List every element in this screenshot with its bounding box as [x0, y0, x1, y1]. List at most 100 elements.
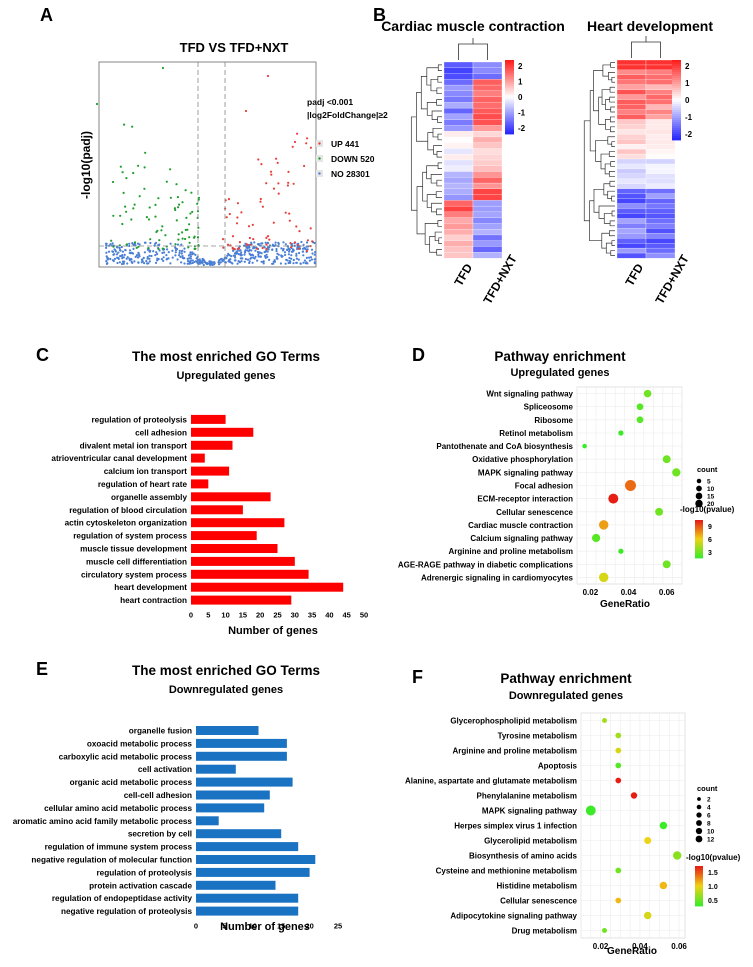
volcano-point-ns [248, 246, 251, 249]
colorbar-segment [505, 72, 514, 76]
pvalue-colorbar-segment [695, 879, 703, 882]
colorbar-segment [505, 84, 514, 87]
volcano-point-ns [290, 250, 294, 253]
pathway-label: Cellular senescence [500, 897, 577, 906]
volcano-point-down [137, 164, 140, 167]
row-dendrogram-branch [595, 140, 608, 162]
volcano-point-ns [178, 251, 181, 254]
count-legend-dot [695, 835, 703, 843]
heatmap-cell [472, 154, 503, 161]
pvalue-colorbar-tick: 9 [708, 524, 712, 531]
volcano-point-ns [290, 254, 293, 257]
row-dendrogram-branch [422, 171, 428, 202]
volcano-point-ns [305, 256, 308, 259]
volcano-criteria-padj: padj <0.001 [307, 97, 353, 107]
heatmap-cell [472, 136, 503, 144]
volcano-point-up [272, 221, 275, 224]
volcano-point-ns [257, 242, 260, 246]
volcano-point-up [247, 225, 251, 228]
volcano-point-ns [211, 263, 214, 266]
row-dendrogram-branch [437, 220, 442, 227]
pvalue-colorbar-segment [695, 886, 703, 888]
volcano-point-ns [254, 249, 257, 252]
volcano-point-ns [145, 260, 148, 263]
volcano-point-ns [123, 253, 126, 256]
heatmap-cell [472, 131, 503, 138]
row-dendrogram-branch [416, 186, 426, 235]
volcano-point-ns [295, 261, 298, 264]
bar-category-label: cell adhesion [135, 428, 187, 437]
volcano-point-ns [277, 241, 280, 244]
row-dendrogram-branch [611, 210, 615, 217]
heatmap-cell [645, 143, 676, 150]
pvalue-colorbar-segment [695, 527, 703, 530]
heatmap-cell [616, 247, 647, 254]
volcano-point-ns [124, 248, 127, 252]
volcano-point-down [169, 168, 172, 171]
heatmap-cell [616, 198, 647, 205]
volcano-point-up [240, 211, 243, 214]
volcano-point-ns [188, 257, 191, 260]
colorbar-segment [505, 106, 514, 109]
pathway-label: MAPK signaling pathway [482, 807, 578, 816]
heatmap-cell [472, 107, 503, 115]
volcano-point-outlier [293, 140, 297, 144]
heatmap-cell [616, 79, 647, 86]
bar [191, 479, 209, 489]
x-tick-label: 25 [334, 922, 342, 931]
colorbar-segment [672, 110, 681, 113]
bar-category-label: divalent metal ion transport [80, 441, 188, 450]
colorbar-segment [672, 98, 681, 101]
volcano-point-ns [308, 259, 311, 262]
volcano-point-ns [243, 260, 246, 263]
bar-category-label: muscle cell differentiation [86, 557, 187, 566]
volcano-point-down [169, 196, 172, 199]
pvalue-colorbar-segment [695, 532, 703, 535]
pvalue-colorbar-segment [695, 539, 703, 541]
bar-category-label: regulation of endopeptidase activity [52, 894, 193, 903]
pvalue-colorbar-segment [695, 556, 703, 559]
pvalue-colorbar-segment [695, 535, 703, 537]
volcano-point-ns [178, 249, 181, 252]
volcano-point-down [196, 236, 200, 239]
panel-f-letter: F [412, 667, 423, 687]
pathway-label: Calcium signaling pathway [470, 534, 573, 543]
volcano-point-ns [292, 249, 295, 252]
pathway-label: Adipocytokine signaling pathway [450, 912, 577, 921]
volcano-point-ns [198, 258, 201, 261]
colorbar-segment [505, 128, 514, 131]
volcano-point-ns [240, 251, 243, 254]
row-dendrogram-branch [435, 191, 442, 198]
heatmap-cell [443, 113, 474, 121]
row-dendrogram-branch [437, 116, 442, 123]
volcano-point-ns [174, 254, 177, 257]
pvalue-colorbar-tick: 1.0 [708, 884, 718, 891]
volcano-point-down [187, 246, 190, 249]
row-dendrogram-branch [602, 64, 611, 77]
row-dendrogram-branch [598, 96, 606, 125]
pvalue-colorbar-segment [695, 520, 703, 522]
row-dendrogram-branch [610, 62, 615, 68]
pathway-label: Tyrosine metabolism [498, 732, 577, 741]
heatmap-cell [443, 205, 474, 213]
heatmap-cell [443, 159, 474, 167]
colorbar-segment [672, 128, 681, 131]
volcano-point-ns [128, 244, 131, 248]
heatmap-cell [645, 134, 676, 140]
volcano-point-ns [306, 248, 309, 251]
volcano-point-down [188, 223, 191, 226]
heatmap-cell [443, 234, 474, 242]
volcano-point-ns [250, 256, 253, 259]
volcano-point-ns [286, 248, 289, 251]
colorbar-tick-label: 2 [685, 62, 690, 71]
chart-c-title: The most enriched GO Terms [132, 349, 320, 364]
pathway-dot [582, 443, 587, 449]
volcano-point-ns [281, 249, 285, 252]
volcano-point-ns [133, 260, 136, 263]
row-dendrogram-branch [610, 126, 615, 133]
heatmap-cell [616, 223, 647, 229]
pvalue-colorbar-segment [695, 542, 703, 545]
volcano-point-ns [259, 255, 262, 258]
volcano-point-ns [212, 261, 216, 264]
row-dendrogram-branch [430, 78, 438, 92]
